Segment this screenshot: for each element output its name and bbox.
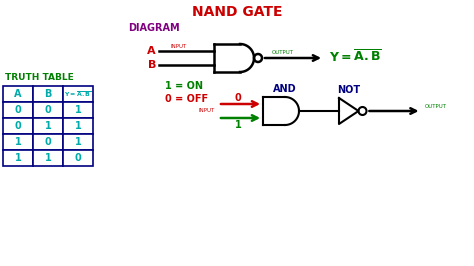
Text: 0: 0 [15,105,21,115]
Bar [33,134,63,150]
Bar [3,150,33,166]
Text: B: B [147,60,156,70]
Text: OUTPUT: OUTPUT [272,49,294,55]
Text: A: A [147,46,156,56]
Text: 1: 1 [74,105,82,115]
Text: 1: 1 [74,137,82,147]
Text: OUTPUT: OUTPUT [425,105,447,110]
Text: 1: 1 [45,121,51,131]
Bar [3,102,33,118]
Text: 1: 1 [45,153,51,163]
Bar [63,118,93,134]
Bar [63,102,93,118]
Bar [33,102,63,118]
Bar [33,150,63,166]
Text: 0: 0 [74,153,82,163]
Bar [3,134,33,150]
Text: NAND GATE: NAND GATE [192,5,282,19]
Text: NOT: NOT [337,85,360,95]
Text: $\mathbf{Y=\overline{A.B}}$: $\mathbf{Y=\overline{A.B}}$ [329,49,382,65]
Text: TRUTH TABLE: TRUTH TABLE [5,73,74,82]
Text: 0: 0 [45,137,51,147]
Text: 1: 1 [235,120,241,130]
Bar [33,118,63,134]
Text: 0: 0 [45,105,51,115]
Text: 1: 1 [15,137,21,147]
Text: B: B [44,89,52,99]
Text: INPUT: INPUT [199,109,215,114]
Text: AND: AND [273,84,297,94]
Text: 1 = ON: 1 = ON [165,81,203,91]
Text: 0: 0 [235,93,241,103]
Text: 0: 0 [15,121,21,131]
Bar [63,134,93,150]
Text: 1: 1 [74,121,82,131]
Bar [63,150,93,166]
Bar [3,86,33,102]
Text: A: A [14,89,22,99]
Bar [33,86,63,102]
Text: DIAGRAM: DIAGRAM [128,23,180,33]
Text: 0 = OFF: 0 = OFF [165,94,208,104]
Bar [63,86,93,102]
Text: $\mathbf{Y=\overline{A.B}}$: $\mathbf{Y=\overline{A.B}}$ [64,89,92,99]
Text: INPUT: INPUT [171,44,187,48]
Text: 1: 1 [15,153,21,163]
Bar [3,118,33,134]
